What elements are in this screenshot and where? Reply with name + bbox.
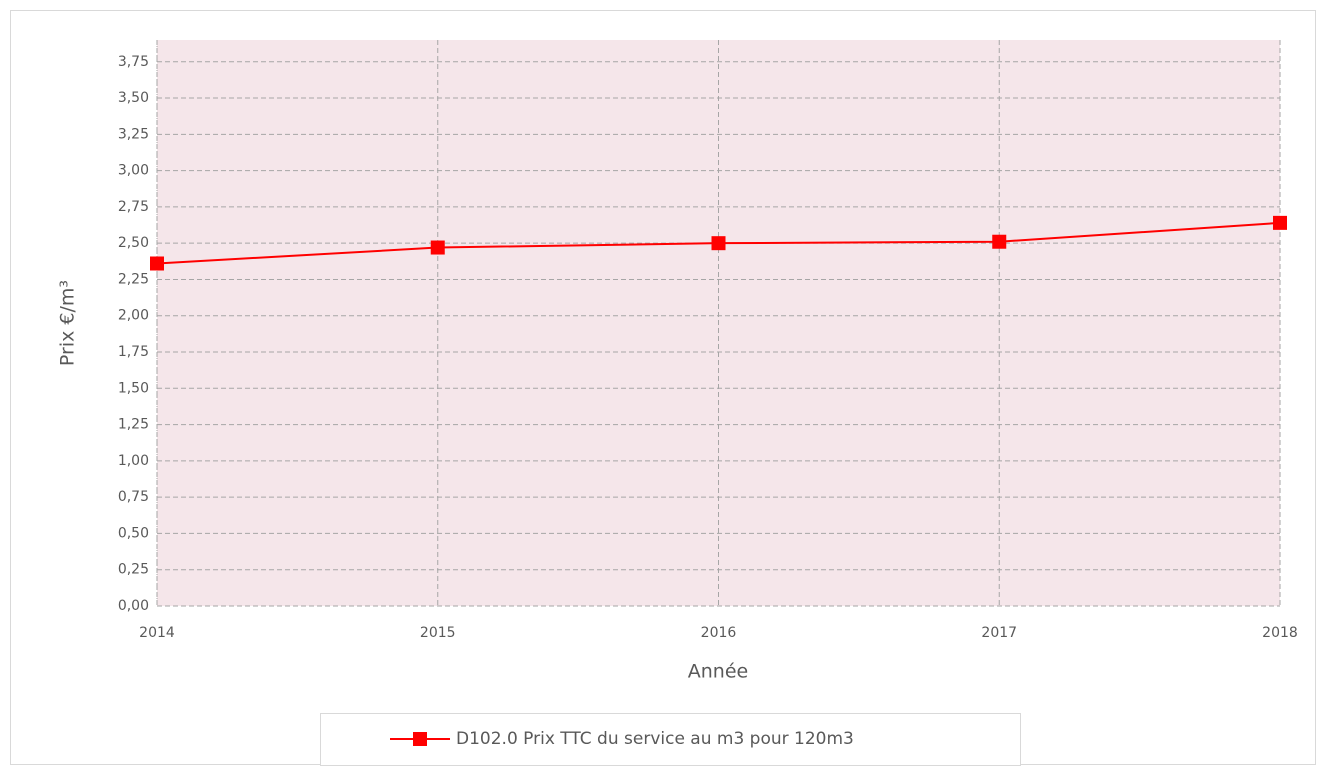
marker bbox=[430, 240, 445, 255]
y-tick-label: 3,00 bbox=[118, 163, 149, 179]
y-tick-label: 0,00 bbox=[118, 598, 149, 614]
y-tick-label: 2,75 bbox=[118, 199, 149, 215]
x-axis-label: Année bbox=[688, 661, 748, 683]
x-tick-label: 2018 bbox=[1262, 625, 1298, 641]
marker bbox=[150, 256, 164, 271]
y-tick-label: 3,75 bbox=[118, 54, 149, 70]
y-tick-label: 2,00 bbox=[118, 308, 149, 324]
y-axis-label: Prix €/m³ bbox=[57, 280, 79, 366]
x-tick-label: 2014 bbox=[139, 625, 175, 641]
y-tick-label: 1,00 bbox=[118, 453, 149, 469]
y-tick-label: 0,75 bbox=[118, 489, 149, 505]
y-tick-label: 0,50 bbox=[118, 525, 149, 541]
y-tick-label: 2,50 bbox=[118, 235, 149, 251]
x-tick-label: 2015 bbox=[420, 625, 456, 641]
y-tick-label: 1,50 bbox=[118, 380, 149, 396]
y-tick-label: 1,25 bbox=[118, 417, 149, 433]
x-tick-label: 2016 bbox=[701, 625, 737, 641]
y-tick-label: 0,25 bbox=[118, 562, 149, 578]
y-tick-label: 2,25 bbox=[118, 271, 149, 287]
legend-label: D102.0 Prix TTC du service au m3 pour 12… bbox=[456, 729, 854, 749]
y-tick-label: 1,75 bbox=[118, 344, 149, 360]
x-tick-label: 2017 bbox=[981, 625, 1017, 641]
y-tick-label: 3,25 bbox=[118, 126, 149, 142]
marker bbox=[1273, 215, 1287, 230]
marker bbox=[992, 234, 1007, 249]
legend-marker bbox=[413, 732, 427, 746]
y-tick-label: 3,50 bbox=[118, 90, 149, 106]
marker bbox=[711, 236, 726, 251]
